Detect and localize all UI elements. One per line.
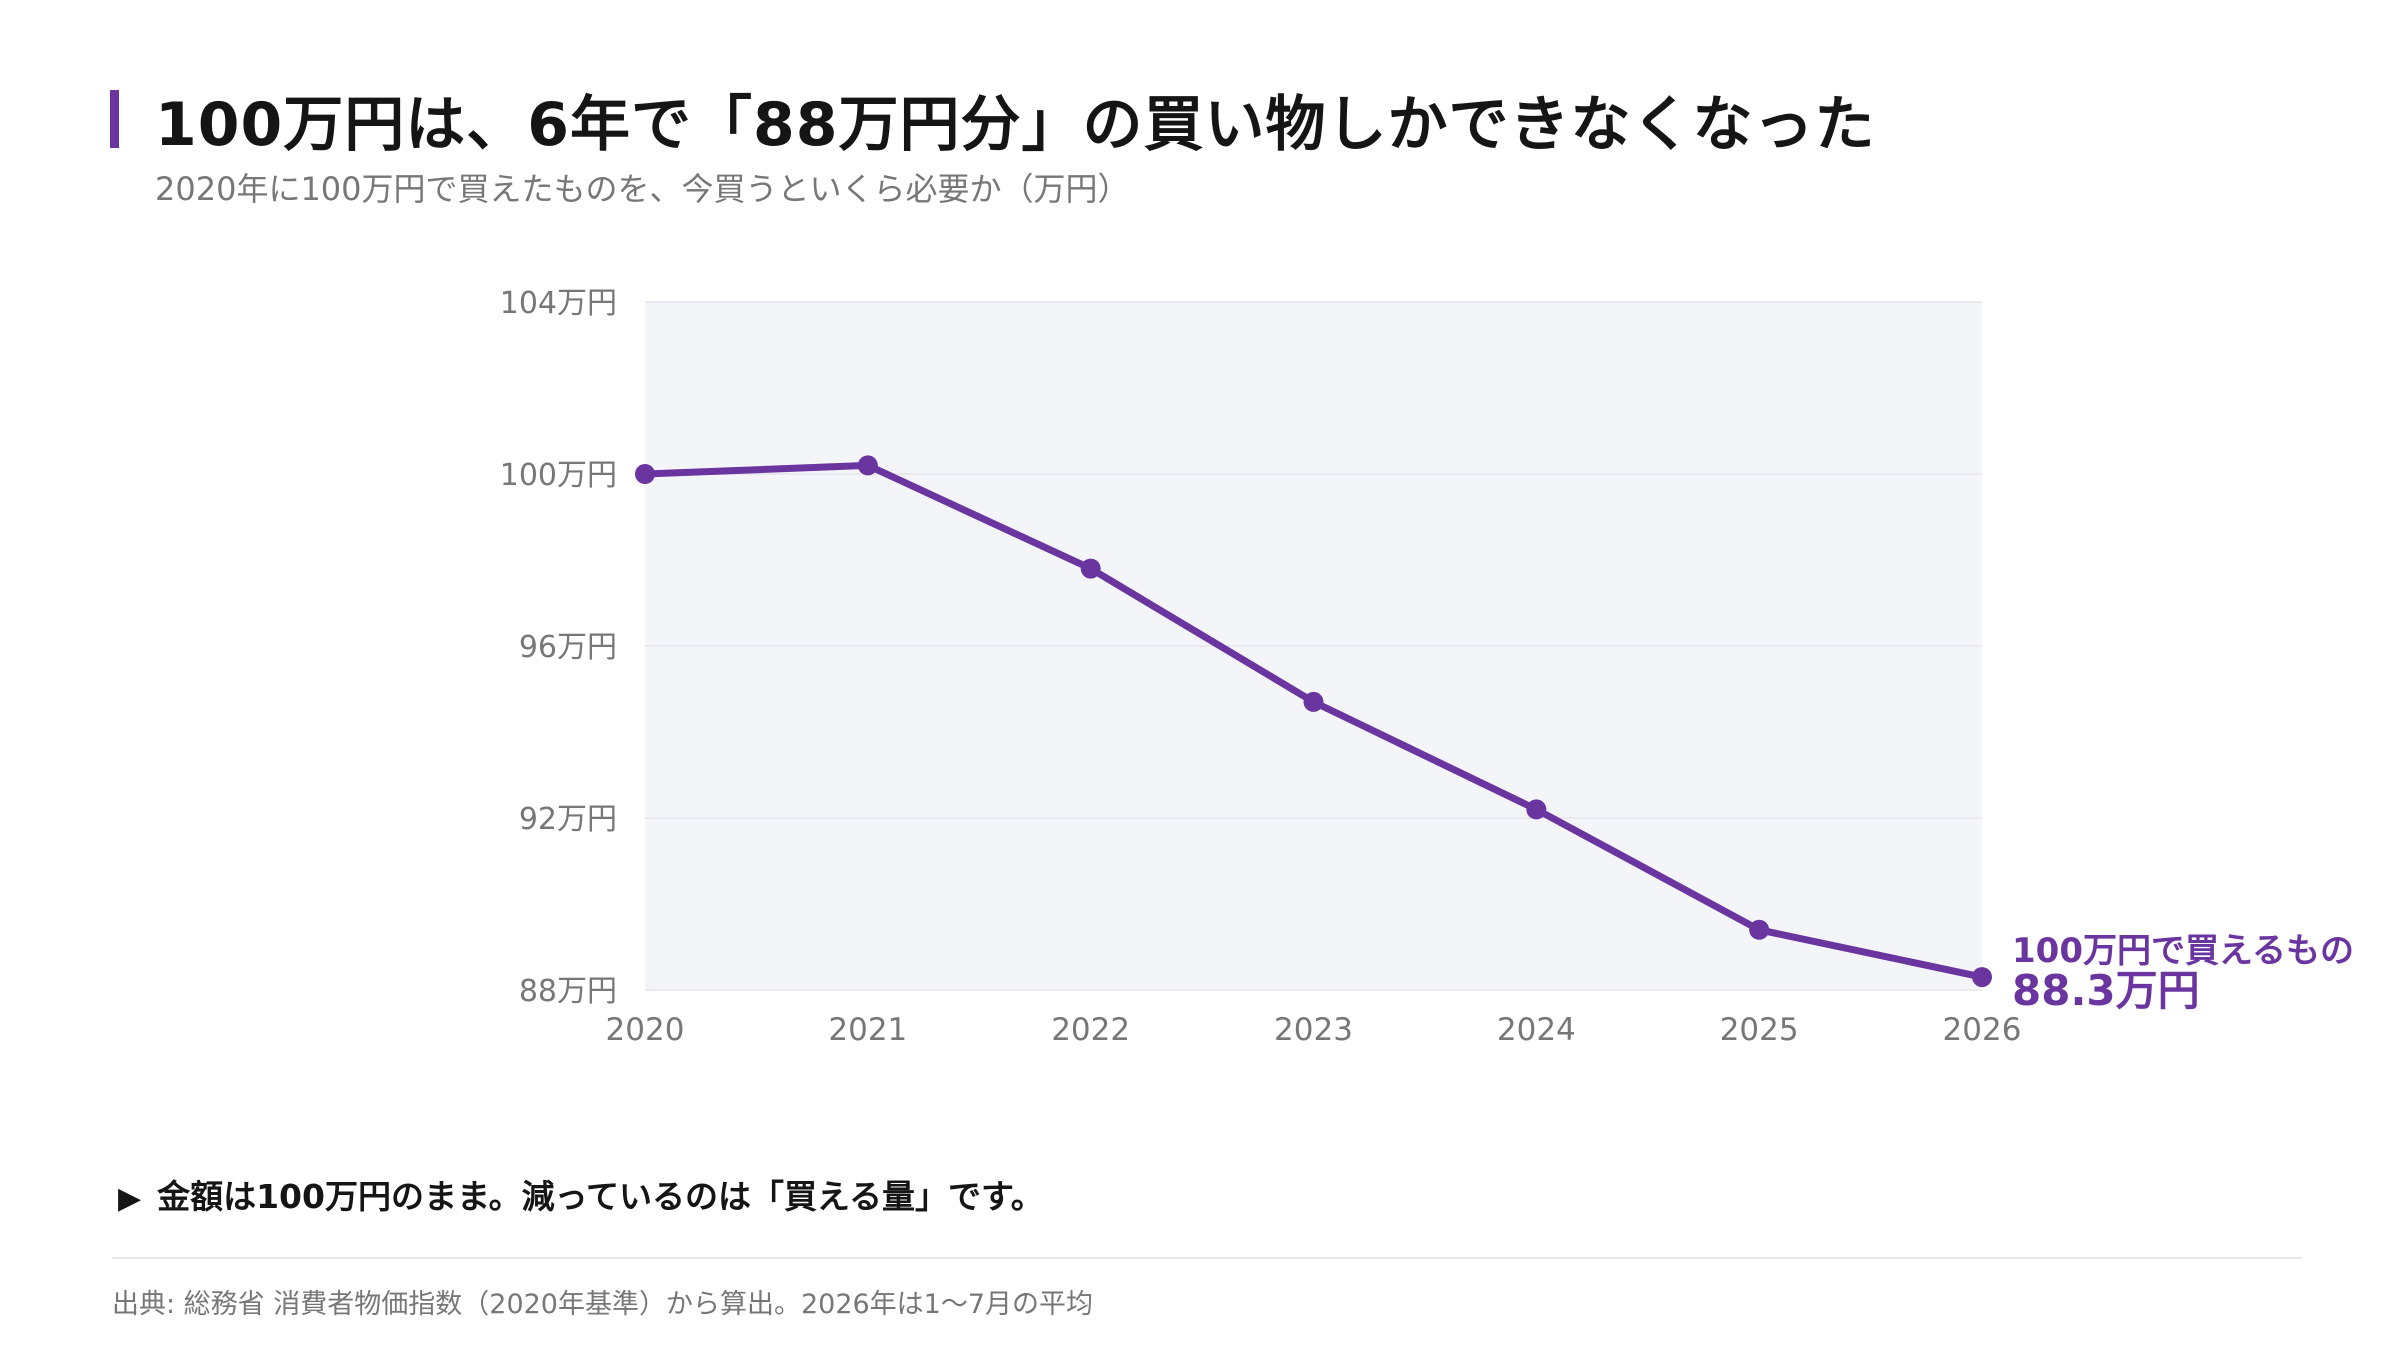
x-tick-label: 2020 — [606, 1012, 685, 1048]
source-note: 出典: 総務省 消費者物価指数（2020年基準）から算出。2026年は1〜7月の… — [112, 1289, 1094, 1320]
y-tick-label: 104万円 — [500, 286, 617, 321]
end-label-series-name: 100万円で買えるもの — [2012, 931, 2354, 971]
divider — [112, 1257, 2302, 1259]
y-tick-label: 92万円 — [519, 802, 617, 837]
data-point — [1526, 799, 1547, 820]
note-text: 金額は100万円のまま。減っているのは「買える量」です。 — [157, 1177, 1044, 1216]
x-tick-label: 2023 — [1274, 1012, 1353, 1048]
y-tick-label: 88万円 — [519, 974, 617, 1009]
data-point — [1303, 691, 1324, 712]
data-point — [1080, 558, 1101, 579]
note: ▶ 金額は100万円のまま。減っているのは「買える量」です。 — [118, 1170, 1044, 1218]
x-tick-label: 2024 — [1497, 1012, 1576, 1048]
page-subtitle: 2020年に100万円で買えたものを、今買うといくら必要か（万円） — [155, 170, 1130, 208]
end-label-value: 88.3万円 — [2012, 966, 2200, 1015]
x-tick-label: 2026 — [1943, 1012, 2022, 1048]
x-tick-label: 2022 — [1051, 1012, 1130, 1048]
x-axis-ticks: 2020 2021 2022 2023 2024 2025 2026 — [606, 1012, 2022, 1048]
x-tick-label: 2021 — [828, 1012, 907, 1048]
triangle-right-icon: ▶ — [118, 1181, 142, 1216]
y-tick-label: 96万円 — [519, 630, 617, 665]
y-tick-label: 100万円 — [500, 458, 617, 493]
title-accent-bar — [110, 90, 119, 148]
data-point — [1972, 967, 1992, 988]
page-title: 100万円は、6年で「88万円分」の買い物しかできなくなった — [155, 90, 1876, 160]
data-point — [635, 464, 655, 484]
grid-lines — [645, 301, 1982, 991]
series-layer — [635, 455, 1992, 988]
data-point — [1749, 919, 1770, 940]
data-point — [857, 455, 878, 476]
x-tick-label: 2025 — [1720, 1012, 1799, 1048]
y-axis-ticks: 104万円 100万円 96万円 92万円 88万円 — [500, 286, 617, 1009]
